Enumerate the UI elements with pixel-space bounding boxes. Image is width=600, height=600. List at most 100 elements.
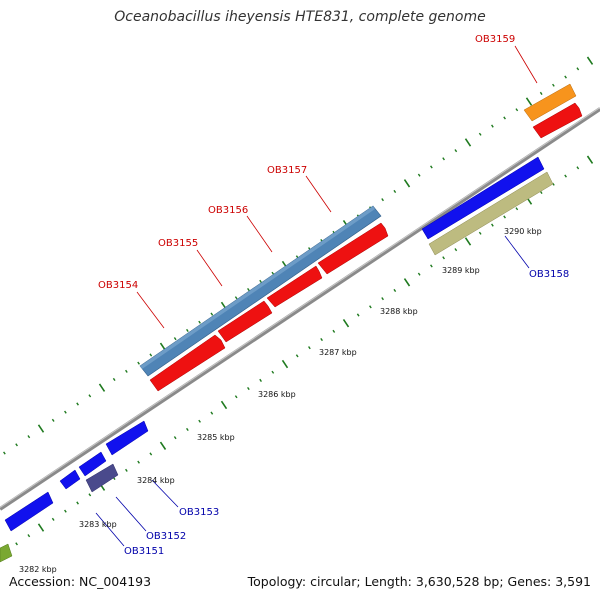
tick-mark <box>220 400 228 410</box>
tick-mark <box>308 346 311 350</box>
genome-summary-text: Topology: circular; Length: 3,630,528 bp… <box>247 574 591 589</box>
tick-mark <box>539 91 543 95</box>
tick-mark <box>393 288 397 292</box>
tick-mark <box>576 67 580 71</box>
tick-mark <box>51 418 55 422</box>
tick-mark <box>3 451 6 455</box>
tick-mark <box>271 370 275 374</box>
tick-mark <box>586 56 594 65</box>
tick-mark <box>403 179 411 188</box>
gene-label-ob3154[interactable]: OB3154 <box>98 280 138 291</box>
tick-mark <box>88 493 92 497</box>
feature-cds-ob3156[interactable] <box>266 265 323 308</box>
tick-mark <box>186 328 189 332</box>
tick-mark <box>15 542 18 546</box>
tick-label-3288: 3288 kbp <box>380 307 418 316</box>
accession-text: Accession: NC_004193 <box>9 574 152 589</box>
tick-mark <box>430 264 433 268</box>
tick-mark <box>464 237 472 246</box>
tick-mark <box>98 383 106 392</box>
gene-label-ob3152[interactable]: OB3152 <box>146 531 186 542</box>
tick-mark <box>149 353 153 357</box>
tick-mark <box>503 215 506 219</box>
tick-mark <box>137 361 140 365</box>
tick-mark <box>417 173 421 177</box>
tick-mark <box>247 288 250 292</box>
tick-mark <box>564 174 567 178</box>
tick-mark <box>403 278 411 287</box>
feature-cds-ob3158[interactable] <box>421 156 545 240</box>
tick-mark <box>259 378 262 382</box>
tick-label-3285: 3285 kbp <box>197 433 235 442</box>
tick-mark <box>173 337 177 341</box>
feature-cds-ob3159[interactable] <box>532 102 583 139</box>
tick-mark <box>15 443 18 447</box>
tick-mark <box>491 124 494 128</box>
tick-label-3282: 3282 kbp <box>19 565 57 574</box>
tick-mark <box>491 223 494 227</box>
tick-mark <box>586 155 594 164</box>
tick-mark <box>64 410 67 414</box>
gene-label-ob3155[interactable]: OB3155 <box>158 238 198 249</box>
feature-cds-ob3152b[interactable] <box>59 469 81 490</box>
tick-mark <box>464 138 472 147</box>
tick-mark <box>454 149 458 153</box>
tick-mark <box>503 116 506 120</box>
feature-cds-ob3155[interactable] <box>217 300 273 343</box>
gene-labels: OB3154 OB3155 OB3156 OB3157 OB3159 OB315… <box>98 34 569 557</box>
tick-mark <box>478 231 482 235</box>
tick-mark <box>430 165 433 169</box>
tick-mark <box>234 395 238 399</box>
tick-mark <box>259 279 262 283</box>
tick-mark <box>381 198 384 202</box>
tick-mark <box>27 534 31 538</box>
tick-mark <box>369 305 372 309</box>
tick-mark <box>159 441 167 450</box>
tick-label-3284: 3284 kbp <box>137 476 175 485</box>
tick-mark <box>210 411 214 415</box>
tick-mark <box>454 248 458 252</box>
tick-mark <box>173 436 177 440</box>
tick-mark <box>210 312 214 316</box>
tick-mark <box>27 435 31 439</box>
gene-label-ob3156[interactable]: OB3156 <box>208 205 248 216</box>
label-leader-lines <box>95 45 538 547</box>
tick-label-3289: 3289 kbp <box>442 266 480 275</box>
tick-mark <box>198 419 201 423</box>
tick-row-inner <box>3 155 594 554</box>
feature-cds-ob3159-orange[interactable] <box>523 83 577 122</box>
tick-label-3290: 3290 kbp <box>504 227 542 236</box>
tick-mark <box>332 329 336 333</box>
tick-mark <box>186 427 189 431</box>
tick-mark <box>88 394 92 398</box>
feature-green-partial[interactable] <box>0 543 13 563</box>
gene-label-ob3159[interactable]: OB3159 <box>475 34 515 45</box>
feature-ob3154-highlight <box>140 206 375 369</box>
feature-cds-ob3153[interactable] <box>105 420 149 456</box>
tick-mark <box>393 189 397 193</box>
backbone-line <box>0 107 600 511</box>
gene-label-ob3158[interactable]: OB3158 <box>529 269 569 280</box>
feature-cds-ob3157[interactable] <box>317 222 389 275</box>
gene-label-ob3157[interactable]: OB3157 <box>267 165 307 176</box>
tick-mark <box>125 369 128 373</box>
tick-mark <box>417 272 421 276</box>
tick-mark <box>64 509 67 513</box>
feature-cds-ob3152[interactable] <box>78 451 107 477</box>
feature-cds-ob3151[interactable] <box>4 491 54 532</box>
tick-label-3283: 3283 kbp <box>79 520 117 529</box>
gene-label-ob3153[interactable]: OB3153 <box>179 507 219 518</box>
tick-mark <box>552 83 555 87</box>
feature-cds-ob3151-region[interactable] <box>85 463 119 493</box>
tick-mark <box>478 132 482 136</box>
tick-mark <box>576 166 580 170</box>
tick-mark <box>442 157 445 161</box>
feature-cds-ob3154[interactable] <box>149 334 226 392</box>
feature-ob3158-region[interactable] <box>428 171 554 256</box>
tick-mark <box>525 97 533 106</box>
tick-mark <box>356 313 360 317</box>
tick-mark <box>76 501 79 505</box>
tick-mark <box>564 75 567 79</box>
gene-label-ob3151[interactable]: OB3151 <box>124 546 164 557</box>
